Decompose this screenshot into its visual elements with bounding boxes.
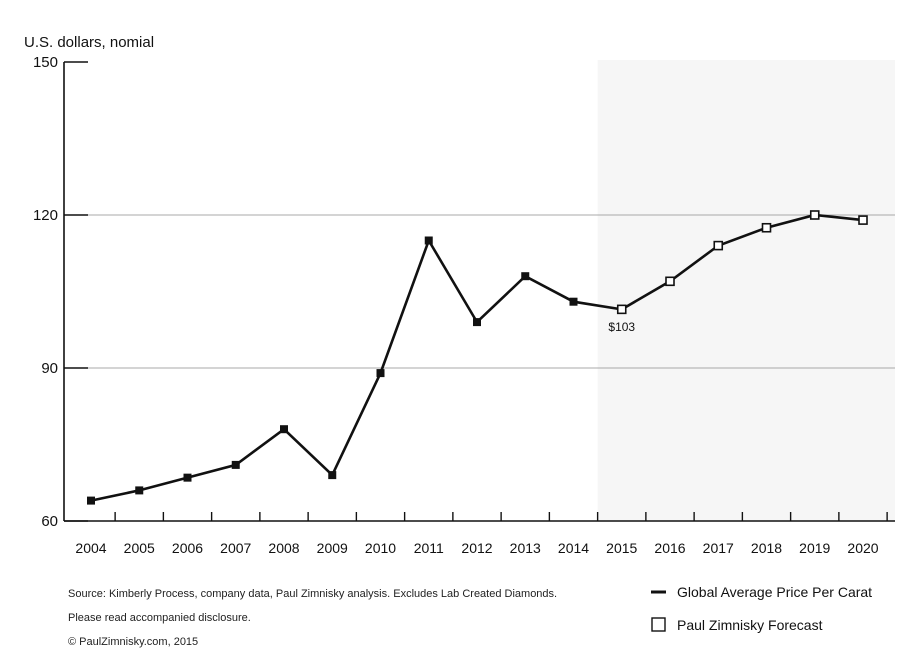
x-tick-label-2020: 2020 [847, 540, 878, 556]
forecast-point-2019 [809, 210, 820, 220]
footnote-disclosure: Please read accompanied disclosure. [68, 612, 251, 624]
y-tick-label: 150 [33, 54, 58, 71]
y-tick-label: 60 [41, 513, 58, 530]
y-tick-label: 90 [41, 360, 58, 377]
x-tick-label-2012: 2012 [461, 540, 492, 556]
data-point-2004 [87, 496, 95, 505]
data-point-2012 [473, 318, 481, 327]
axes [63, 61, 895, 522]
x-tick-label-2013: 2013 [510, 540, 541, 556]
data-point-2010 [376, 369, 385, 378]
legend-label-forecast: Paul Zimnisky Forecast [677, 617, 823, 633]
annotation-2015-value: $103 [608, 320, 635, 334]
forecast-point-2015 [616, 304, 627, 315]
x-tick-label-2015: 2015 [606, 540, 637, 556]
forecast-point-2016 [665, 276, 675, 287]
x-tick-label-2011: 2011 [414, 540, 444, 556]
data-point-2013 [521, 272, 530, 281]
x-tick-label-2014: 2014 [558, 540, 589, 556]
footnote-source: Source: Kimberly Process, company data, … [68, 588, 557, 600]
data-point-2009 [328, 471, 337, 480]
series-line-actual [90, 237, 622, 502]
series-lines [90, 213, 864, 502]
legend-open-square-symbol [651, 617, 666, 632]
forecast-point-2017 [713, 240, 724, 251]
x-tick-label-2007: 2007 [220, 540, 251, 556]
x-tick-label-2016: 2016 [654, 540, 685, 556]
x-tick-label-2006: 2006 [172, 540, 203, 556]
x-tick-label-2008: 2008 [268, 540, 299, 556]
x-tick-label-2005: 2005 [124, 540, 155, 556]
data-point-2011 [424, 236, 433, 245]
footnote-copyright: © PaulZimnisky.com, 2015 [68, 636, 198, 648]
data-point-2005 [135, 486, 144, 495]
x-tick-label-2019: 2019 [799, 540, 830, 556]
gridlines [64, 214, 895, 369]
data-point-2006 [183, 473, 192, 482]
x-tick-label-2009: 2009 [317, 540, 348, 556]
y-tick-labels: 60 90 120 150 [33, 54, 58, 530]
data-point-2007 [231, 460, 240, 469]
data-point-2008 [280, 425, 288, 434]
y-tick-label: 120 [33, 207, 58, 224]
series-line-forecast [621, 213, 864, 311]
legend: Global Average Price Per Carat Paul Zimn… [651, 584, 872, 633]
forecast-point-2020 [858, 215, 868, 225]
data-point-2014 [569, 297, 578, 306]
forecast-point-2018 [761, 222, 772, 233]
x-tick-label-2010: 2010 [365, 540, 396, 556]
x-tick-label-2018: 2018 [751, 540, 782, 556]
x-tick-label-2017: 2017 [703, 540, 734, 556]
legend-label-actual: Global Average Price Per Carat [677, 584, 872, 600]
x-tick-label-2004: 2004 [75, 540, 106, 556]
y-axis-label: U.S. dollars, nomial [24, 34, 154, 51]
forecast-shading [597, 60, 895, 521]
series-markers [87, 210, 868, 505]
x-tick-labels: 2004 2005 2006 2007 2008 2009 2010 2011 2012 2013… [75, 540, 878, 556]
